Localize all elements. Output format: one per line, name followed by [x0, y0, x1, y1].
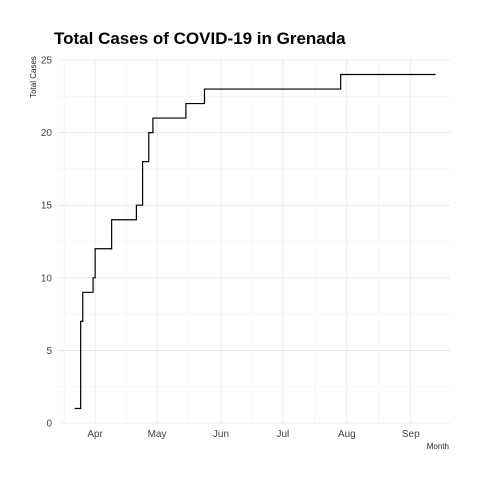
- chart-title: Total Cases of COVID-19 in Grenada: [54, 29, 346, 48]
- y-tick-label: 0: [46, 419, 52, 430]
- x-tick-label: Aug: [338, 429, 356, 440]
- x-tick-label: Jun: [213, 429, 229, 440]
- y-tick-label: 25: [41, 56, 53, 67]
- y-tick-label: 15: [41, 201, 53, 212]
- grid: [58, 59, 450, 424]
- y-axis-label: Total Cases: [29, 56, 38, 98]
- y-tick-label: 20: [41, 128, 53, 139]
- y-tick-label: 5: [46, 346, 52, 357]
- x-tick-label: Jul: [276, 429, 289, 440]
- series-line: [74, 73, 436, 410]
- y-tick-labels: 0 5 10 15 20 25: [41, 56, 53, 430]
- y-tick-label: 10: [41, 273, 53, 284]
- x-tick-label: Apr: [87, 429, 103, 440]
- x-tick-label: Sep: [402, 429, 420, 440]
- x-tick-label: May: [148, 429, 167, 440]
- x-axis-label: Month: [427, 442, 449, 451]
- x-tick-labels: Apr May Jun Jul Aug Sep: [87, 429, 420, 440]
